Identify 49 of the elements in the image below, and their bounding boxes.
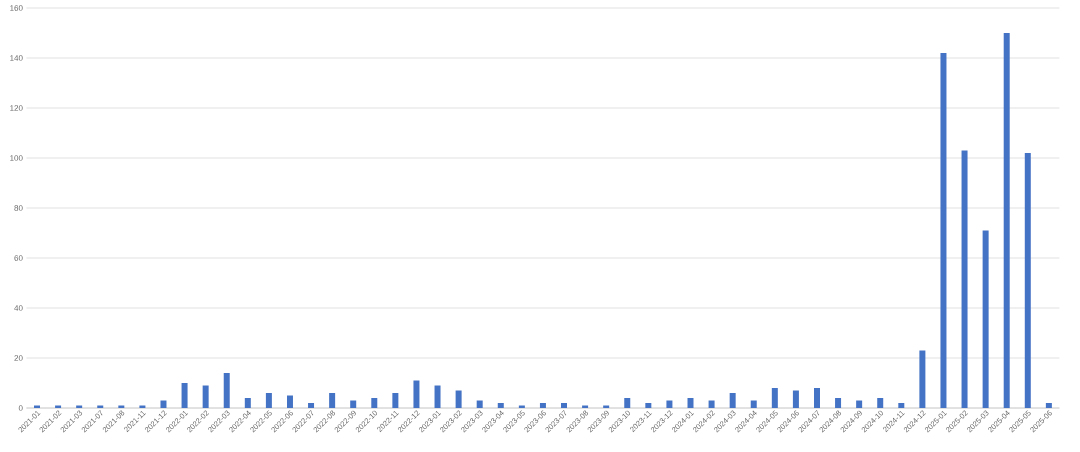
bar: [392, 393, 399, 408]
bar: [286, 395, 293, 408]
bar: [350, 400, 357, 408]
y-tick-label: 20: [14, 355, 23, 361]
bar: [666, 400, 673, 408]
bar: [1045, 403, 1052, 408]
bar: [708, 400, 715, 408]
bar: [223, 373, 230, 408]
y-tick-label: 40: [14, 305, 23, 311]
y-tick-label: 140: [10, 55, 23, 61]
bar: [771, 388, 778, 408]
bar: [244, 398, 251, 408]
bar: [202, 385, 209, 408]
bar: [181, 383, 188, 408]
bar: [898, 403, 905, 408]
bar: [160, 400, 167, 408]
y-tick-label: 0: [18, 405, 23, 411]
bar: [687, 398, 694, 408]
bar: [835, 398, 842, 408]
bar: [729, 393, 736, 408]
bar: [561, 403, 568, 408]
y-tick-label: 60: [14, 255, 23, 261]
y-tick-label: 100: [10, 155, 23, 161]
bar: [329, 393, 336, 408]
bar: [1003, 33, 1010, 408]
bar: [539, 403, 546, 408]
bar: [940, 53, 947, 408]
y-tick-label: 160: [10, 5, 23, 11]
y-tick-label: 120: [10, 105, 23, 111]
bar: [265, 393, 272, 408]
y-tick-label: 80: [14, 205, 23, 211]
bar: [982, 230, 989, 408]
bar: [856, 400, 863, 408]
bar: [476, 400, 483, 408]
bar: [919, 350, 926, 408]
bar: [645, 403, 652, 408]
bar: [497, 403, 504, 408]
bar: [308, 403, 315, 408]
bar: [434, 385, 441, 408]
bar: [1024, 153, 1031, 408]
bar: [877, 398, 884, 408]
bar: [813, 388, 820, 408]
bar: [792, 390, 799, 408]
bar: [413, 380, 420, 408]
bar: [371, 398, 378, 408]
bar: [750, 400, 757, 408]
bar: [455, 390, 462, 408]
bar: [961, 150, 968, 408]
bar: [624, 398, 631, 408]
